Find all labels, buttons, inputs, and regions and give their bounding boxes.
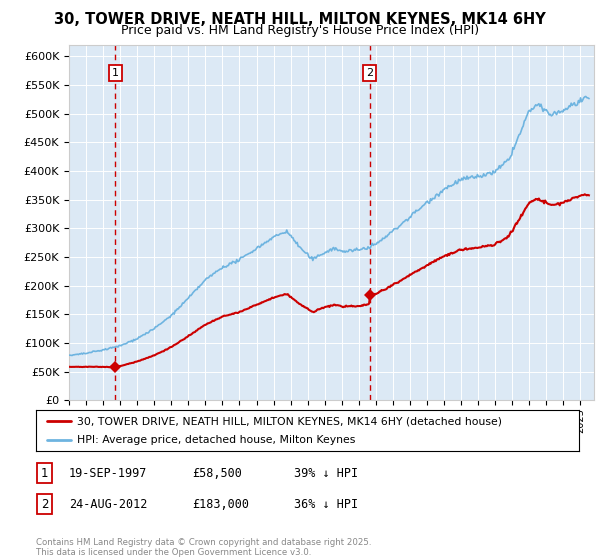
Text: 39% ↓ HPI: 39% ↓ HPI	[294, 466, 358, 480]
Text: £58,500: £58,500	[192, 466, 242, 480]
Text: £183,000: £183,000	[192, 497, 249, 511]
Text: 30, TOWER DRIVE, NEATH HILL, MILTON KEYNES, MK14 6HY (detached house): 30, TOWER DRIVE, NEATH HILL, MILTON KEYN…	[77, 417, 502, 426]
Text: 19-SEP-1997: 19-SEP-1997	[69, 466, 148, 480]
Text: 30, TOWER DRIVE, NEATH HILL, MILTON KEYNES, MK14 6HY: 30, TOWER DRIVE, NEATH HILL, MILTON KEYN…	[54, 12, 546, 27]
Text: 1: 1	[112, 68, 119, 78]
Text: 24-AUG-2012: 24-AUG-2012	[69, 497, 148, 511]
Text: 36% ↓ HPI: 36% ↓ HPI	[294, 497, 358, 511]
Text: 2: 2	[41, 497, 48, 511]
Text: 1: 1	[41, 466, 48, 480]
Text: Price paid vs. HM Land Registry's House Price Index (HPI): Price paid vs. HM Land Registry's House …	[121, 24, 479, 36]
Text: 2: 2	[366, 68, 373, 78]
Text: Contains HM Land Registry data © Crown copyright and database right 2025.
This d: Contains HM Land Registry data © Crown c…	[36, 538, 371, 557]
Text: HPI: Average price, detached house, Milton Keynes: HPI: Average price, detached house, Milt…	[77, 435, 355, 445]
